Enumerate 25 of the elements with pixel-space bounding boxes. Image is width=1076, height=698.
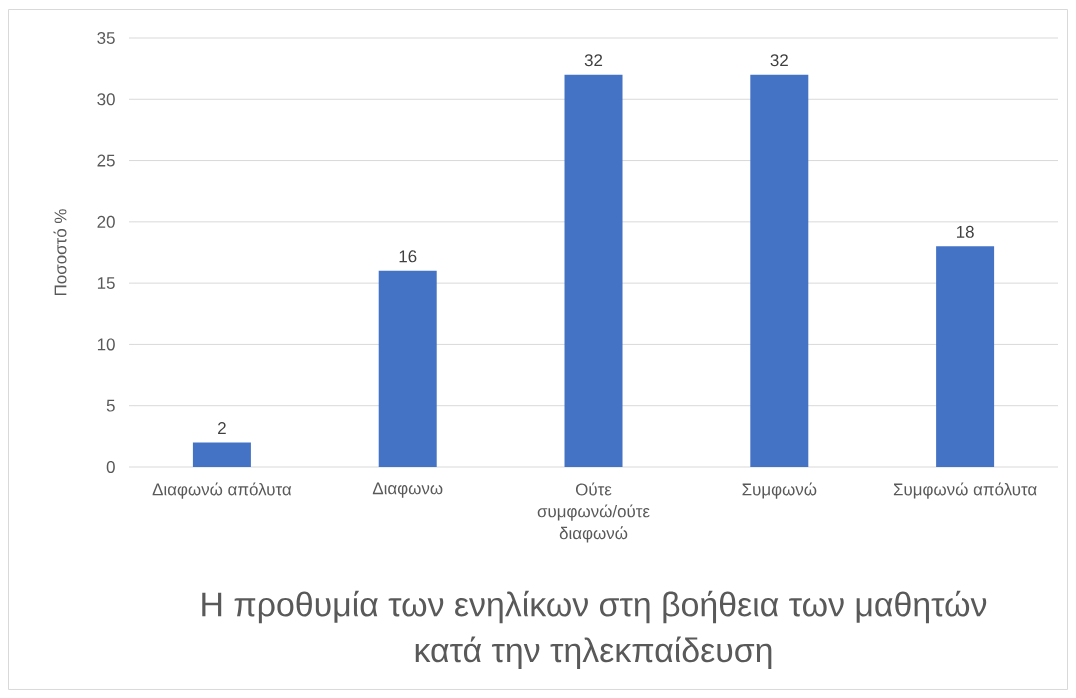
bar	[192, 442, 251, 467]
y-tick-label: 15	[97, 277, 115, 290]
y-tick-label: 25	[97, 154, 115, 167]
y-tick-label: 0	[106, 460, 115, 473]
x-tick-label: Συμφωνώ απόλυτα	[893, 482, 1037, 499]
y-tick-label: 30	[97, 93, 115, 106]
y-tick-label: 10	[97, 338, 115, 351]
data-label: 18	[956, 225, 974, 238]
x-axis-title: Η προθυμία των ενηλίκων στη βοήθεια των μαθητών κατά την τηλεκπαίδευση	[202, 590, 987, 669]
x-tick-label: Συμφωνώ	[742, 482, 817, 499]
x-tick-label: Ούτε συμφωνώ/ούτε διαφωνώ	[537, 482, 650, 543]
bar	[750, 74, 809, 467]
data-label: 32	[584, 54, 603, 67]
y-tick-label: 35	[97, 31, 115, 44]
data-label: 2	[218, 422, 226, 434]
x-tick-label: Διαφωνω	[372, 482, 443, 498]
data-label: 32	[770, 54, 788, 67]
bar	[936, 246, 995, 467]
y-tick-label: 20	[97, 215, 115, 228]
data-label: 16	[399, 250, 417, 263]
bar	[378, 270, 437, 467]
bar	[564, 74, 623, 467]
x-tick-label: Διαφωνώ απόλυτα	[152, 482, 292, 499]
y-tick-label: 5	[106, 399, 115, 412]
y-axis-title: Ποσοστό %	[53, 209, 67, 296]
